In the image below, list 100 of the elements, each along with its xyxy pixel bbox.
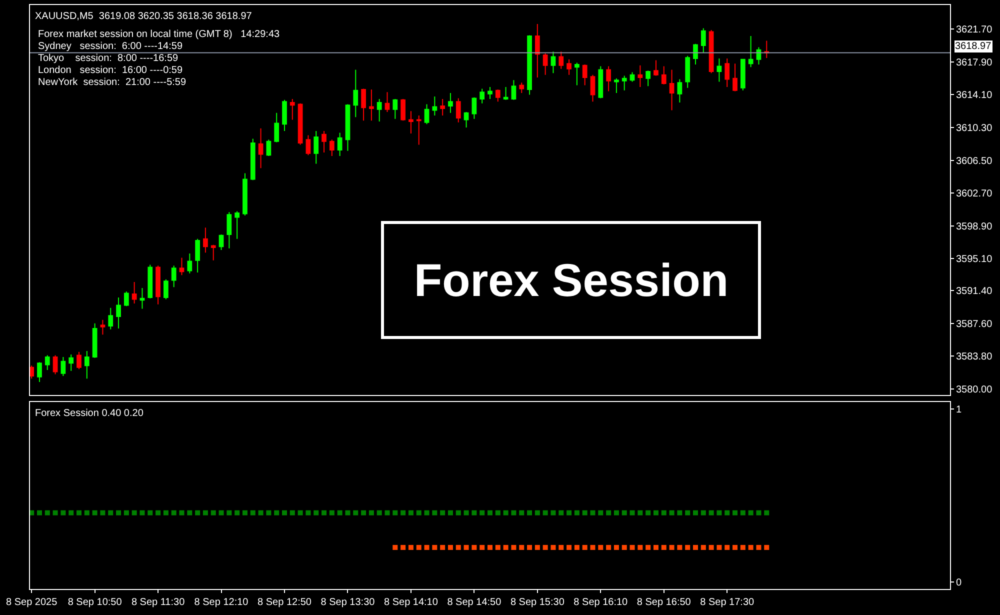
candlestick (92, 322, 98, 358)
candlestick (408, 110, 414, 134)
candlestick (52, 354, 58, 375)
candlestick (345, 104, 350, 152)
y-tick-label: 3587.60 (956, 318, 993, 330)
candlestick (337, 132, 342, 156)
x-tick-label: 8 Sep 2025 (6, 597, 58, 608)
candlestick (84, 350, 90, 380)
x-tick-label: 8 Sep 16:10 (574, 597, 628, 608)
y-tick-label: 3617.90 (956, 57, 993, 68)
candlestick (440, 98, 446, 116)
candlestick (187, 253, 192, 274)
candlestick (582, 64, 588, 86)
candlestick (322, 130, 326, 154)
candlestick (416, 114, 422, 146)
candlestick (448, 92, 453, 114)
x-tick-label: 8 Sep 14:10 (384, 597, 438, 608)
candlestick (148, 264, 153, 299)
candlestick (203, 227, 208, 254)
candlestick (480, 88, 485, 104)
candlestick (290, 98, 295, 120)
candlestick (108, 307, 114, 330)
candlestick (282, 99, 287, 132)
x-tick-label: 8 Sep 12:50 (258, 597, 312, 608)
candlestick (716, 58, 722, 82)
x-tick-label: 8 Sep 17:30 (700, 597, 755, 608)
candlestick (392, 98, 398, 120)
candlestick (124, 290, 129, 307)
candlestick (210, 244, 216, 261)
candlestick (171, 265, 176, 288)
candlestick (140, 288, 145, 310)
candlestick (574, 62, 580, 86)
candlestick (693, 43, 698, 66)
candlestick (242, 172, 248, 216)
annotation: Forex market session on local time (GMT 8) 14:29:43 (38, 29, 280, 40)
candlestick (606, 66, 611, 92)
text: Forex Session 0.40 0.20 (35, 408, 144, 419)
y-tick-label: 3595.10 (956, 254, 993, 266)
candlestick (685, 55, 690, 88)
candlestick (519, 82, 524, 94)
candlestick (329, 139, 334, 156)
candlestick (156, 265, 160, 305)
candlestick (179, 257, 184, 276)
candlestick (661, 66, 666, 85)
candlestick (258, 128, 264, 169)
y-tick-label: 3598.90 (956, 221, 993, 232)
y-tick-label: 3606.50 (956, 156, 993, 167)
y-tick-label: 3583.80 (956, 352, 993, 363)
candlestick (590, 74, 596, 102)
candlestick (376, 98, 382, 122)
candlestick (464, 111, 469, 128)
candlestick (68, 354, 74, 372)
candlestick (306, 134, 311, 156)
candlestick (550, 51, 556, 74)
candlestick (669, 69, 674, 111)
x-tick-label: 8 Sep 11:30 (131, 597, 186, 608)
annotation: London session: 16:00 ----0:59 (38, 65, 183, 76)
candlestick (353, 69, 358, 118)
candlestick (598, 66, 604, 99)
candlestick (432, 96, 438, 116)
y-tick-label: 3591.40 (956, 286, 993, 298)
candlestick (527, 34, 532, 96)
annotation: Sydney session: 6:00 ----14:59 (38, 41, 183, 52)
candlestick (542, 52, 548, 76)
candlestick (700, 28, 706, 53)
x-tick-label: 8 Sep 14:50 (447, 597, 502, 608)
candlestick (732, 63, 738, 92)
annotation: Tokyo session: 8:00 ----16:59 (38, 53, 178, 64)
candlestick (234, 210, 240, 240)
candlestick (384, 92, 390, 112)
y-tick-label: 3621.70 (956, 24, 993, 36)
candlestick (132, 281, 137, 304)
candlestick (630, 72, 635, 82)
text: XAUUSD,M5 3619.08 3620.35 3618.36 3618.97 (35, 11, 252, 22)
candlestick (250, 138, 256, 181)
candlestick (424, 104, 430, 125)
candlestick (116, 297, 121, 330)
candlestick (226, 212, 232, 249)
candlestick (622, 75, 627, 91)
candlestick (60, 356, 66, 377)
candlestick (511, 80, 516, 100)
candlestick (456, 98, 461, 123)
candlestick (400, 98, 406, 122)
y-tick-label: 1 (956, 404, 962, 416)
candlestick (558, 51, 564, 70)
candlestick (37, 362, 42, 383)
candlestick (472, 96, 477, 120)
candlestick (534, 23, 540, 78)
candlestick (298, 102, 303, 146)
candlestick (76, 351, 82, 370)
candlestick (218, 234, 224, 251)
y-tick-label: 3580.00 (956, 384, 993, 396)
ref-line-label: 3618.97 (955, 41, 992, 52)
candlestick (566, 58, 572, 76)
annotation: NewYork session: 21:00 ----5:59 (38, 77, 186, 88)
y-tick-label: 3610.30 (956, 123, 993, 134)
x-tick-label: 8 Sep 13:30 (320, 597, 376, 608)
candlestick (495, 89, 500, 102)
candlestick (646, 70, 651, 87)
x-tick-label: 8 Sep 16:50 (636, 597, 692, 608)
